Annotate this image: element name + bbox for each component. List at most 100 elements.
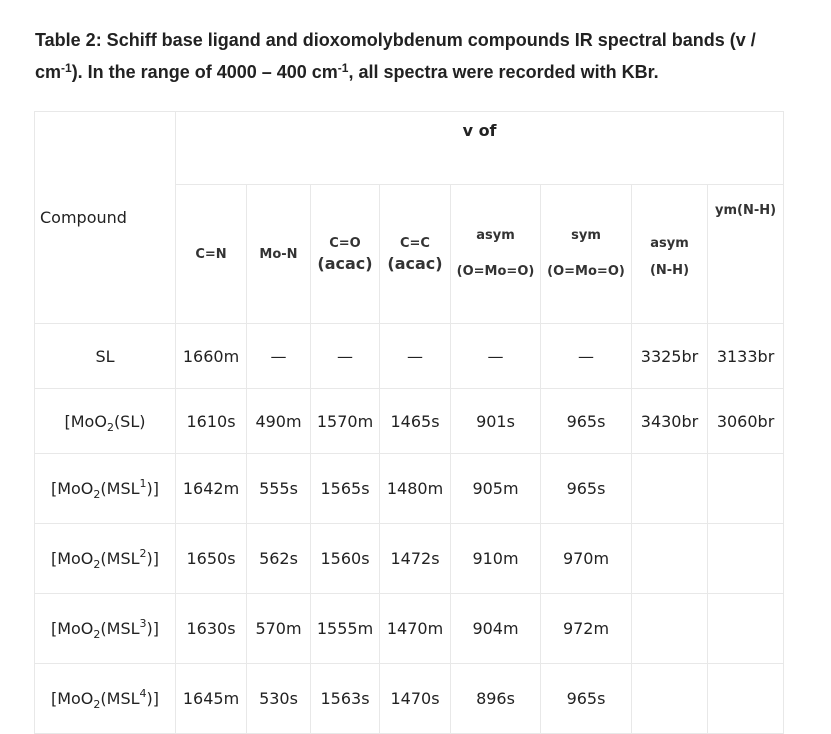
value-cell: 555s bbox=[246, 453, 311, 524]
compound-name-part: )] bbox=[146, 479, 160, 498]
compound-name-part: 2 bbox=[139, 547, 147, 560]
compound-name-part: 3 bbox=[139, 617, 147, 630]
value-cell: 1470m bbox=[379, 593, 451, 664]
compound-name-part: SL bbox=[95, 346, 115, 366]
compound-name-part: (MSL bbox=[100, 479, 140, 498]
compound-name-part: [MoO bbox=[50, 479, 94, 498]
value-cell: 905m bbox=[450, 453, 541, 524]
table-row: SL 1660m — — — — —3325br 3133br bbox=[34, 323, 785, 389]
caption-text: , all spectra were recorded with KBr. bbox=[348, 62, 659, 82]
header-group-v-of: v of bbox=[174, 111, 785, 185]
value-cell: 896s bbox=[450, 663, 541, 734]
value-cell: 972m bbox=[540, 593, 632, 664]
value-cell: 1570m bbox=[310, 388, 380, 454]
value-cell: — bbox=[379, 323, 451, 389]
compound-cell: [MoO2(SL) bbox=[34, 388, 176, 454]
value-cell: 562s bbox=[246, 523, 311, 594]
ir-spectral-table: Compound v of C=N Mo-N C=O (acac) C=C (a… bbox=[34, 111, 785, 734]
value-cell: 570m bbox=[246, 593, 311, 664]
compound-name-part: )] bbox=[146, 619, 160, 638]
compound-name-part: 2 bbox=[93, 558, 101, 571]
header-asym-omoo: asym (O=Mo=O) bbox=[450, 184, 541, 324]
compound-name-part: (SL) bbox=[113, 411, 146, 431]
header-mon: Mo-N bbox=[246, 184, 311, 324]
header-spacer bbox=[452, 246, 540, 262]
value-cell: 3060br bbox=[706, 388, 785, 454]
value-cell bbox=[706, 523, 785, 594]
compound-cell: [MoO2(MSL1)] bbox=[34, 453, 176, 524]
header-cc-acac: C=C (acac) bbox=[379, 184, 451, 324]
value-cell: 965s bbox=[540, 663, 632, 734]
header-asym-nh: asym (N-H) bbox=[631, 184, 708, 324]
value-cell: 1642m bbox=[175, 453, 247, 524]
compound-name-part: 2 bbox=[93, 698, 101, 711]
value-cell: 1563s bbox=[310, 663, 380, 734]
header-cc-bottom: (acac) bbox=[387, 254, 443, 273]
header-asym-nh-top: asym bbox=[650, 236, 689, 251]
value-cell: 3430br bbox=[631, 388, 708, 454]
compound-name-part: [MoO bbox=[50, 549, 94, 568]
header-co-acac: C=O (acac) bbox=[310, 184, 380, 324]
compound-name-part: 1 bbox=[139, 477, 147, 490]
header-spacer bbox=[542, 246, 631, 262]
compound-name-part: 2 bbox=[106, 420, 114, 434]
caption-line-1: Table 2: Schiff base ligand and dioxomol… bbox=[35, 30, 756, 50]
value-cell bbox=[706, 593, 785, 664]
value-cell: 1480m bbox=[379, 453, 451, 524]
value-cell: 1660m bbox=[175, 323, 247, 389]
value-cell: 970m bbox=[540, 523, 632, 594]
caption-text: cm bbox=[35, 62, 62, 82]
compound-name-part: 2 bbox=[93, 628, 101, 641]
compound-name-part: 4 bbox=[139, 687, 147, 700]
table-row: [MoO2(MSL2)] 1650s 562s 1560s 1472s 910m 970m bbox=[34, 523, 785, 594]
compound-name-part: 2 bbox=[93, 488, 101, 501]
value-cell: 530s bbox=[246, 663, 311, 734]
value-cell: 901s bbox=[450, 388, 541, 454]
value-cell bbox=[631, 453, 708, 524]
compound-cell: [MoO2(MSL2)] bbox=[34, 523, 176, 594]
value-cell: 1645m bbox=[175, 663, 247, 734]
compound-cell: [MoO2(MSL4)] bbox=[34, 663, 176, 734]
header-sym-omoo-top: sym bbox=[571, 228, 601, 243]
value-cell: 1650s bbox=[175, 523, 247, 594]
header-asym-omoo-bottom: (O=Mo=O) bbox=[456, 264, 535, 279]
header-sym-omoo-bottom: (O=Mo=O) bbox=[547, 264, 625, 279]
header-asym-omoo-top: asym bbox=[476, 228, 515, 243]
compound-name-part: (MSL bbox=[100, 619, 140, 638]
compound-name-part: [MoO bbox=[50, 689, 94, 708]
header-row-columns: C=N Mo-N C=O (acac) C=C (acac) asym (O=M… bbox=[35, 184, 785, 324]
value-cell: 904m bbox=[450, 593, 541, 664]
value-cell: 1565s bbox=[310, 453, 380, 524]
value-cell: — bbox=[246, 323, 311, 389]
value-cell: 1472s bbox=[379, 523, 451, 594]
compound-cell: SL bbox=[34, 323, 176, 389]
header-compound: Compound bbox=[34, 111, 176, 324]
caption-superscript: -1 bbox=[337, 61, 349, 75]
value-cell bbox=[631, 593, 708, 664]
value-cell: 1470s bbox=[379, 663, 451, 734]
value-cell: 3133br bbox=[706, 323, 785, 389]
value-cell: 965s bbox=[540, 453, 632, 524]
compound-name-part: (MSL bbox=[100, 689, 140, 708]
header-co-top: C=O bbox=[329, 236, 361, 251]
table-row: [MoO2(MSL1)] 1642m 555s 1565s 1480m 905m 965s bbox=[34, 453, 785, 524]
table-row: [MoO2(MSL3)] 1630s 570m 1555m 1470m 904m 972m bbox=[34, 593, 785, 664]
value-cell bbox=[706, 453, 785, 524]
header-cn: C=N bbox=[175, 184, 247, 324]
value-cell: 3325br bbox=[631, 323, 708, 389]
header-co-bottom: (acac) bbox=[317, 254, 373, 273]
table-row: [MoO2(SL) 1610s 490m 1570m 1465s 901s 965s 3430… bbox=[34, 388, 785, 454]
value-cell: — bbox=[310, 323, 380, 389]
header-sym-omoo: sym (O=Mo=O) bbox=[540, 184, 632, 324]
caption-text: ). In the range of 4000 – 400 cm bbox=[71, 62, 338, 82]
value-cell: 490m bbox=[246, 388, 311, 454]
compound-name-part: )] bbox=[146, 549, 160, 568]
value-cell: 1560s bbox=[310, 523, 380, 594]
value-cell: 1465s bbox=[379, 388, 451, 454]
value-cell bbox=[706, 663, 785, 734]
value-cell: — bbox=[450, 323, 541, 389]
table-row: [MoO2(MSL4)] 1645m 530s 1563s 1470s 896s 965s bbox=[34, 663, 785, 734]
value-cell: 1630s bbox=[175, 593, 247, 664]
compound-name-part: (MSL bbox=[100, 549, 140, 568]
compound-name-part: )] bbox=[146, 689, 160, 708]
